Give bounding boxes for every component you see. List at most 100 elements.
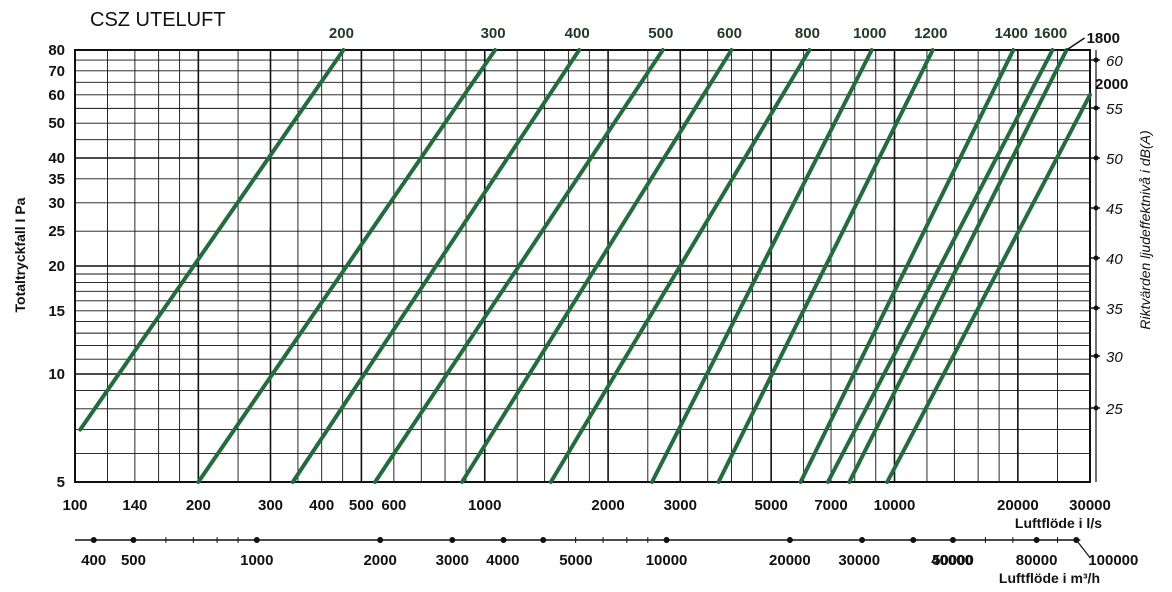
y-tick-label: 5 <box>57 474 65 491</box>
x-tick-label: 3000 <box>664 497 697 514</box>
m3h-tick-label: 5000 <box>559 552 592 569</box>
m3h-tick-label: 400 <box>81 552 106 569</box>
series-label: 1000 <box>853 25 886 42</box>
m3h-tick-dot <box>540 537 547 543</box>
series-line <box>78 48 346 432</box>
m3h-axis: 400 500 1000 2000 3000 4000 5000 10000 20000 3000… <box>75 537 1138 569</box>
x-tick-label: 2000 <box>591 497 624 514</box>
series-label: 400 <box>565 25 590 42</box>
series-label: 1600 <box>1034 25 1067 42</box>
y-tick-label: 15 <box>48 303 65 320</box>
x-tick-label: 500 <box>349 497 374 514</box>
series-label: 500 <box>648 25 673 42</box>
x-tick-label: 10000 <box>874 497 916 514</box>
m3h-tick-label: 40000 <box>931 552 973 569</box>
x-axis-label: Luftflöde i l/s <box>1015 515 1102 531</box>
m3h-tick-leader <box>1075 539 1091 559</box>
series-label: 200 <box>329 25 354 42</box>
m3h-tick-dot <box>449 537 456 543</box>
m3h-tick-label: 500 <box>121 552 146 569</box>
series-lines <box>78 48 1092 484</box>
series-line <box>290 48 582 484</box>
x-tick-label: 140 <box>122 497 147 514</box>
db-tick-label: 45 <box>1106 201 1123 218</box>
db-axis-ticks: 60 55 50 45 40 35 30 25 <box>1090 50 1123 482</box>
m3h-tick-label: 1000 <box>240 552 273 569</box>
y-tick-label: 60 <box>48 87 65 104</box>
m3h-tick-dot <box>859 537 866 543</box>
m3h-tick-label: 10000 <box>646 552 688 569</box>
m3h-tick-dot <box>500 537 507 543</box>
db-axis-label: Riktvärden ljudeffektnivå i dB(A) <box>1137 130 1153 329</box>
series-line <box>825 48 1055 484</box>
series-line <box>650 48 874 484</box>
m3h-tick-label: 2000 <box>363 552 396 569</box>
series-label: 1400 <box>995 25 1028 42</box>
x-tick-label: 100 <box>62 497 87 514</box>
db-tick-label: 35 <box>1106 301 1123 318</box>
m3h-tick-dot <box>90 537 97 543</box>
y-axis-ticks: 5 10 15 20 25 30 35 40 50 60 70 80 <box>48 42 65 491</box>
y-tick-label: 40 <box>48 150 65 167</box>
db-tick-label: 55 <box>1106 101 1123 118</box>
x-tick-label: 300 <box>258 497 283 514</box>
series-line <box>196 48 498 484</box>
x-tick-label: 600 <box>381 497 406 514</box>
series-label: 1200 <box>914 25 947 42</box>
y-tick-label: 20 <box>48 258 65 275</box>
series-label-leader <box>1066 37 1085 51</box>
y-tick-label: 80 <box>48 42 65 59</box>
x-tick-label: 30000 <box>1069 497 1111 514</box>
x-tick-label: 20000 <box>997 497 1039 514</box>
m3h-tick-label: 30000 <box>838 552 880 569</box>
m3h-tick-dot <box>377 537 384 543</box>
db-tick-label: 60 <box>1106 53 1123 70</box>
series-label: 300 <box>481 25 506 42</box>
plot-border <box>74 49 1091 483</box>
series-line <box>460 48 734 484</box>
y-tick-label: 70 <box>48 63 65 80</box>
series-label: 800 <box>795 25 820 42</box>
m3h-tick-label: 20000 <box>769 552 811 569</box>
y-tick-label: 30 <box>48 195 65 212</box>
series-label: 600 <box>717 25 742 42</box>
m3h-tick-label: 80000 <box>1016 552 1058 569</box>
y-tick-label: 35 <box>48 171 65 188</box>
series-line <box>716 48 935 484</box>
db-tick-label: 50 <box>1106 151 1123 168</box>
series-label: 1800 <box>1087 30 1120 47</box>
m3h-tick-dot <box>786 537 793 543</box>
series-line <box>885 92 1092 484</box>
x-tick-label: 400 <box>309 497 334 514</box>
series-line <box>373 48 665 484</box>
m3h-tick-label: 3000 <box>436 552 469 569</box>
x-tick-label: 200 <box>186 497 211 514</box>
m3h-tick-dot <box>949 537 956 543</box>
m3h-tick-label: 50000 <box>932 552 974 569</box>
plot-frame <box>74 49 1091 483</box>
db-tick-label: 30 <box>1106 349 1123 366</box>
series-line <box>798 48 1016 484</box>
x-axis-ticks: 100 140 200 300 400 500 600 1000 2000 3000 5000 700… <box>62 497 1110 514</box>
x-tick-label: 1000 <box>468 497 501 514</box>
chart-title: CSZ UTELUFT <box>90 9 226 31</box>
x-tick-label: 5000 <box>754 497 787 514</box>
series-label: 2000 <box>1095 76 1128 93</box>
series-line <box>548 48 812 484</box>
y-tick-label: 10 <box>48 366 65 383</box>
m3h-tick-dot <box>910 537 917 543</box>
m3h-tick-dot <box>1033 537 1040 543</box>
m3h-tick-dot <box>663 537 670 543</box>
db-tick-label: 40 <box>1106 251 1123 268</box>
grid-major <box>74 49 1091 482</box>
y-tick-label: 25 <box>48 223 65 240</box>
series-line <box>847 48 1069 484</box>
db-tick-label: 25 <box>1105 401 1123 418</box>
y-tick-label: 50 <box>48 115 65 132</box>
series-labels: 200 300 400 500 600 800 1000 1200 1400 1600 1800 20… <box>329 25 1128 93</box>
m3h-tick-label: 100000 <box>1088 552 1138 569</box>
y-axis-label: Totaltryckfall I Pa <box>12 197 28 312</box>
m3h-tick-label: 4000 <box>486 552 519 569</box>
x-tick-label: 7000 <box>814 497 847 514</box>
